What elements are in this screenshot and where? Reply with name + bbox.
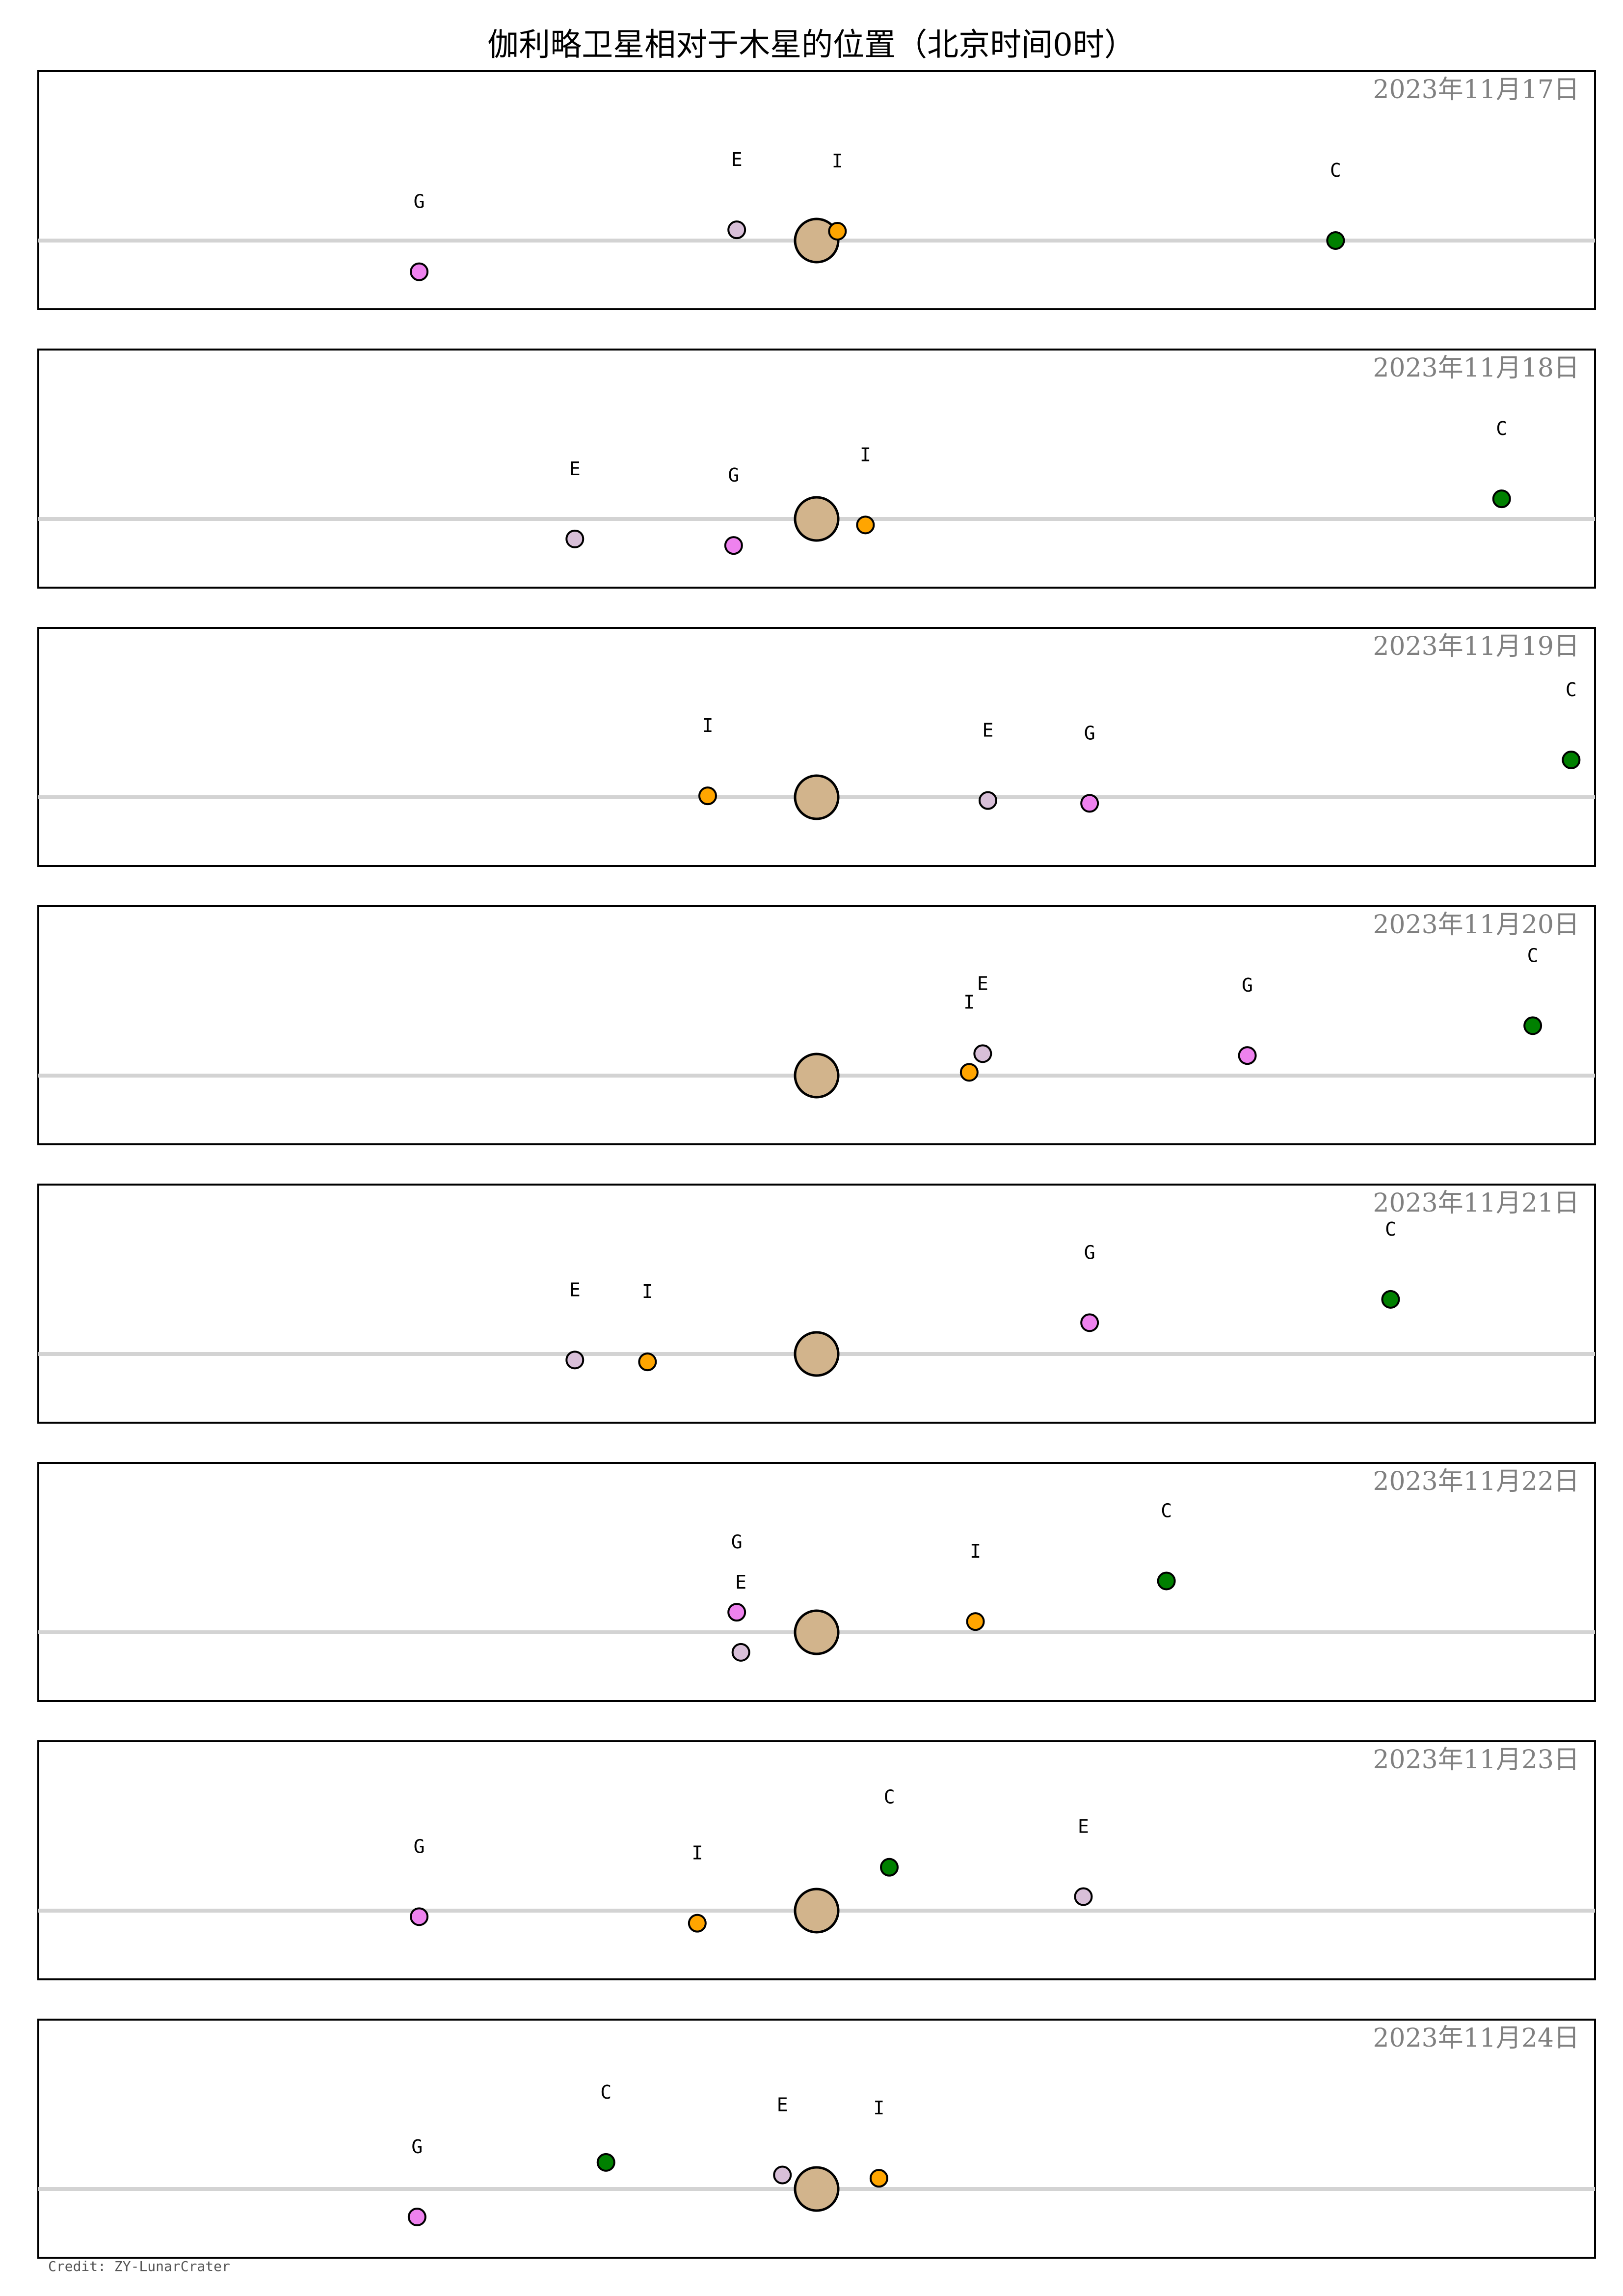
jupiter-marker [794,1888,840,1934]
panel-frame [37,627,1596,867]
moon-point-E [727,220,746,240]
moon-point-I [966,1612,985,1631]
moon-point-G [410,1907,429,1926]
date-label: 2023年11月19日 [1373,632,1579,661]
moon-label-I: I [860,444,871,465]
moon-label-E: E [1078,1816,1089,1837]
moon-point-G [410,262,429,281]
moon-point-C [1157,1571,1176,1591]
moon-point-E [565,1351,585,1370]
panel-8: 2023年11月24日 I E G C [37,2019,1596,2259]
moon-point-G [724,536,743,555]
date-label: 2023年11月18日 [1373,353,1579,383]
moon-point-E [1074,1887,1093,1906]
moon-point-E [973,1044,992,1063]
moon-label-I: I [963,991,975,1013]
panel-2: 2023年11月18日 I E G C [37,349,1596,589]
moon-label-E: E [777,2094,788,2116]
moon-point-E [978,791,997,810]
date-label: 2023年11月17日 [1373,75,1579,105]
jupiter-marker [794,1331,840,1377]
panel-frame [37,905,1596,1145]
moon-label-G: G [1242,974,1253,996]
panel-7: 2023年11月23日 I E G C [37,1740,1596,1980]
moon-label-E: E [982,720,993,741]
moon-label-C: C [1566,679,1577,701]
jupiter-marker [794,1609,840,1655]
moon-point-C [1381,1290,1400,1309]
date-label: 2023年11月20日 [1373,910,1579,940]
moon-label-G: G [1084,722,1095,744]
moon-point-I [698,786,717,806]
moon-point-G [727,1603,746,1622]
panel-5: 2023年11月21日 I E G C [37,1184,1596,1424]
moon-label-G: G [411,2136,423,2158]
moon-point-E [565,529,585,548]
moon-point-G [1080,794,1099,813]
panel-frame [37,1184,1596,1424]
moon-label-E: E [731,149,743,170]
moon-label-C: C [884,1786,895,1808]
moon-point-I [856,515,875,535]
moon-point-I [828,222,847,241]
moon-point-I [638,1352,657,1372]
credit-text: Credit: ZY-LunarCrater [48,2258,230,2274]
panel-4: 2023年11月20日 IE G C [37,905,1596,1145]
jupiter-marker [794,2166,840,2212]
moon-point-E [773,2165,792,2185]
moon-point-I [959,1063,979,1082]
moon-label-C: C [1527,945,1539,966]
panel-1: 2023年11月17日 I E G C [37,70,1596,310]
moon-label-I: I [970,1540,981,1562]
moon-point-C [1523,1016,1543,1035]
moon-label-E: E [569,458,581,480]
moon-label-C: C [1496,418,1507,439]
panel-frame [37,349,1596,589]
moon-point-C [596,2153,615,2172]
moon-point-G [1080,1313,1099,1332]
moon-label-G: G [414,1836,425,1857]
date-label: 2023年11月24日 [1373,2024,1579,2053]
jupiter-marker [794,1053,840,1099]
moon-label-G: G [731,1531,743,1553]
moon-point-C [1562,751,1581,769]
panel-frame [37,2019,1596,2259]
moon-label-G: G [414,191,425,213]
panel-frame [37,70,1596,310]
moon-label-I: I [873,2097,884,2119]
jupiter-marker [794,496,840,542]
moon-point-C [1492,489,1511,509]
moon-label-C: C [1330,160,1341,181]
moon-point-I [869,2169,888,2188]
moon-label-E: E [569,1279,581,1300]
moon-label-E: E [735,1571,746,1593]
moon-label-G: G [1084,1242,1095,1263]
moon-point-G [407,2208,426,2226]
moon-point-C [1326,231,1345,250]
moon-label-C: C [600,2081,612,2103]
panel-frame [37,1740,1596,1980]
chart-title: 伽利略卫星相对于木星的位置（北京时间0时） [487,27,1136,63]
moon-label-I: I [692,1842,703,1864]
moon-label-C: C [1385,1218,1396,1240]
panel-frame [37,1462,1596,1702]
panel-3: 2023年11月19日 I E G C [37,627,1596,867]
date-label: 2023年11月22日 [1373,1467,1579,1496]
moon-label-I: I [642,1281,653,1302]
moon-point-G [1238,1046,1257,1065]
panel-6: 2023年11月22日 I EG C [37,1462,1596,1702]
jupiter-marker [794,217,840,264]
moon-point-I [688,1914,707,1933]
moon-label-I: I [702,715,714,736]
moon-label-C: C [1161,1500,1172,1522]
date-label: 2023年11月21日 [1373,1189,1579,1218]
moon-label-E: E [977,972,988,994]
moon-label-I: I [832,150,843,172]
moon-point-E [731,1643,750,1662]
moon-label-G: G [728,464,739,486]
jupiter-marker [794,774,840,820]
moon-point-C [880,1858,899,1877]
date-label: 2023年11月23日 [1373,1745,1579,1775]
